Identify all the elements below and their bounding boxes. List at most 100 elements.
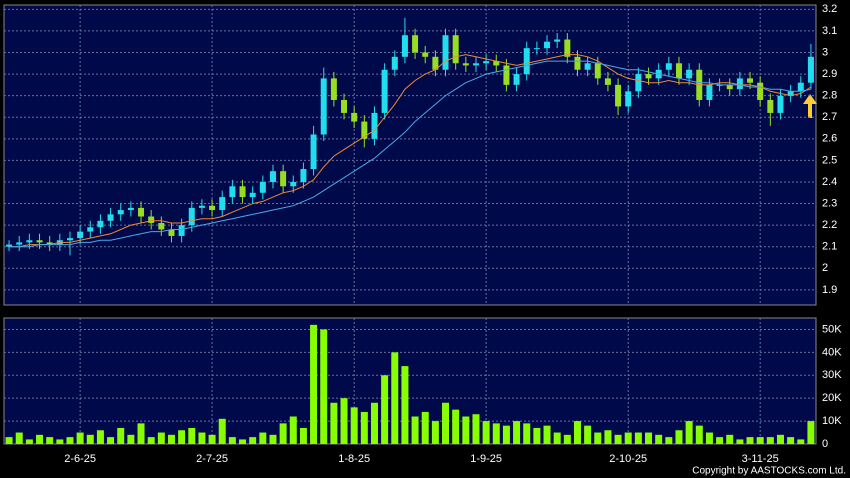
volume-bar: [756, 437, 764, 444]
volume-bar: [685, 421, 693, 444]
y-tick-label: 2.7: [822, 111, 837, 123]
candle-body: [87, 227, 94, 232]
volume-bar: [15, 432, 23, 444]
candle-body: [341, 99, 348, 113]
volume-bar: [46, 437, 54, 444]
volume-bar: [614, 434, 622, 444]
candle-body: [472, 63, 479, 66]
candle-body: [584, 63, 591, 70]
volume-bar: [259, 432, 267, 444]
candle-body: [66, 238, 73, 241]
volume-bar: [330, 402, 338, 444]
volume-bar: [157, 432, 165, 444]
x-tick-label: 1-8-25: [338, 453, 370, 465]
candle-body: [513, 74, 520, 85]
candle-body: [117, 210, 124, 215]
volume-bar: [533, 427, 541, 444]
candle-body: [127, 207, 134, 211]
candle-body: [229, 186, 236, 198]
candle-body: [706, 84, 713, 100]
candle-body: [645, 74, 652, 79]
volume-bar: [289, 416, 297, 444]
volume-bar: [584, 425, 592, 444]
volume-bar: [56, 439, 64, 444]
volume-bar: [563, 434, 571, 444]
candle-body: [787, 91, 794, 96]
y-tick-label: 3.2: [822, 3, 837, 15]
candle-body: [6, 244, 13, 247]
y-tick-label: 3: [822, 46, 828, 58]
volume-bar: [411, 416, 419, 444]
candle-body: [523, 48, 530, 75]
volume-bar: [117, 427, 125, 444]
volume-bar: [127, 434, 135, 444]
candle-body: [371, 112, 378, 139]
candle-body: [493, 61, 500, 66]
volume-bar: [675, 430, 683, 444]
y-tick-label: 3.1: [822, 25, 837, 37]
candle-body: [797, 82, 804, 92]
candle-body: [432, 56, 439, 70]
volume-bar: [502, 425, 510, 444]
volume-bar: [66, 437, 74, 444]
volume-bar: [604, 430, 612, 444]
volume-bar: [787, 437, 795, 444]
moving-average-line: [9, 60, 812, 248]
candle-body: [757, 82, 764, 100]
volume-bar: [513, 421, 521, 444]
volume-bar: [634, 432, 642, 444]
volume-bar: [716, 437, 724, 444]
candle-body: [16, 242, 23, 245]
plot-background: [4, 5, 816, 305]
volume-bar: [188, 427, 196, 444]
volume-bar: [523, 423, 531, 444]
volume-bar: [269, 434, 277, 444]
volume-bar: [137, 423, 145, 444]
candle-body: [391, 56, 398, 70]
volume-bar: [25, 439, 33, 444]
volume-bar: [391, 352, 399, 444]
volume-bar: [442, 402, 450, 444]
candle-body: [625, 91, 632, 107]
volume-bar: [96, 430, 104, 444]
volume-bar: [228, 437, 236, 444]
volume-bar: [36, 434, 44, 444]
candle-body: [594, 63, 601, 79]
candle-body: [209, 205, 216, 211]
candle-body: [280, 171, 287, 187]
volume-bar: [76, 432, 84, 444]
volume-bar: [401, 366, 409, 444]
candle-body: [381, 69, 388, 113]
candle-body: [452, 35, 459, 64]
candle-body: [158, 222, 165, 230]
candle-body: [635, 74, 642, 92]
volume-bar: [310, 324, 318, 444]
volume-bar: [482, 421, 490, 444]
candle-body: [564, 39, 571, 57]
y-tick-label: 2.6: [822, 133, 837, 145]
volume-bar: [5, 437, 13, 444]
candle-body: [665, 63, 672, 70]
volume-bar: [776, 434, 784, 444]
y-tick-label: 40K: [822, 346, 842, 358]
y-tick-label: 0: [822, 438, 828, 450]
candle-body: [442, 35, 449, 70]
candle-body: [615, 84, 622, 107]
volume-bar: [350, 407, 358, 444]
candle-body: [401, 35, 408, 57]
candle-body: [320, 78, 327, 135]
x-tick-label: 2-6-25: [64, 453, 96, 465]
candle-body: [249, 192, 256, 198]
volume-bar: [472, 414, 480, 444]
copyright: Copyright by AASTOCKS.com Ltd.: [692, 466, 846, 477]
volume-bar: [370, 402, 378, 444]
volume-bar: [645, 432, 653, 444]
candle-body: [46, 242, 53, 245]
volume-bar: [249, 437, 257, 444]
candle-body: [168, 229, 175, 236]
volume-bar: [736, 439, 744, 444]
arrow-icon: [803, 94, 817, 118]
candle-body: [300, 169, 307, 182]
volume-bar: [573, 421, 581, 444]
